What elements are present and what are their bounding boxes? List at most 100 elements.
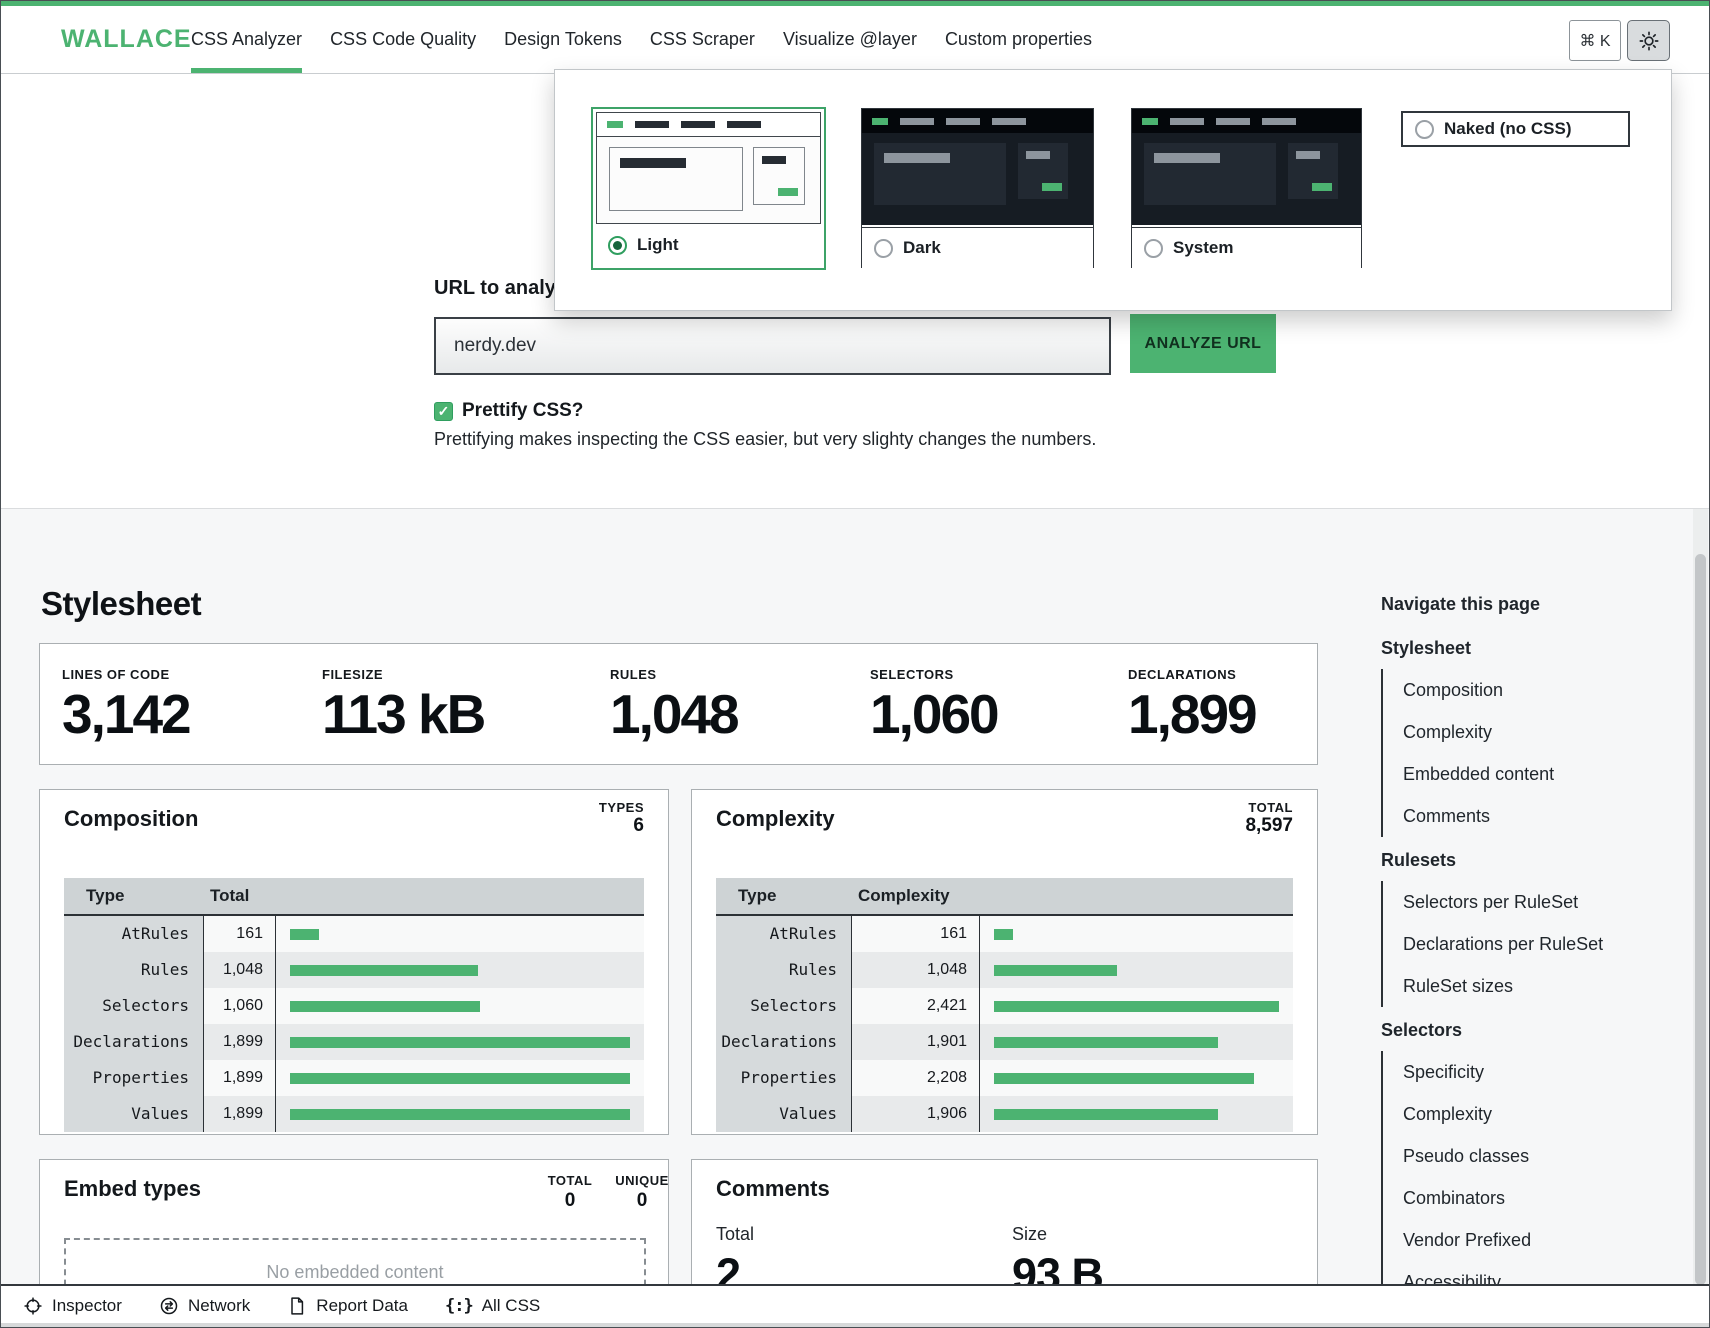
prettify-checkbox[interactable]: ✓ [434,402,453,421]
composition-table-header: Type Total [64,878,644,916]
row-bar [276,916,644,952]
row-bar [276,1096,644,1132]
analyze-url-button[interactable]: ANALYZE URL [1130,314,1276,373]
theme-option-dark[interactable]: Dark [861,108,1094,268]
network-icon [159,1296,179,1316]
light-label: Light [637,235,679,255]
sun-icon [1638,30,1660,52]
tab-css-scraper[interactable]: CSS Scraper [650,6,755,73]
page-nav-link[interactable]: Comments [1403,795,1681,837]
wallace-logo[interactable]: WALLACE [61,6,192,73]
row-value: 2,208 [852,1060,980,1096]
system-radio[interactable] [1144,239,1163,258]
preview-nav-chip [1216,118,1250,125]
page-nav-link[interactable]: Composition [1403,669,1681,711]
page-nav-link[interactable]: Complexity [1403,711,1681,753]
value-bar [290,1037,630,1048]
tab-visualize-layer[interactable]: Visualize @layer [783,6,917,73]
preview-navbar [862,109,1093,133]
theme-picker-panel: Light Dark [554,69,1672,311]
preview-nav-chip [727,121,761,128]
report-section: Stylesheet LINES OF CODE 3,142 FILESIZE … [1,508,1710,1285]
row-type: Declarations [64,1024,204,1060]
page-nav-link[interactable]: Combinators [1403,1177,1681,1219]
preview-logo-chip [1142,118,1158,125]
preview-navbar [597,113,820,137]
row-bar [980,1096,1293,1132]
preview-nav-chip [1170,118,1204,125]
row-value: 1,899 [204,1096,276,1132]
naked-radio[interactable] [1415,120,1434,139]
tab-design-tokens[interactable]: Design Tokens [504,6,622,73]
theme-option-light[interactable]: Light [591,107,826,270]
toolbar-network-label: Network [188,1296,250,1316]
value-bar [994,929,1013,940]
table-row: Values1,906 [716,1096,1293,1132]
toolbar-all-css-label: All CSS [482,1296,541,1316]
page-nav-link[interactable]: Accessibility [1403,1261,1681,1285]
row-value: 1,906 [852,1096,980,1132]
value-bar [994,1037,1218,1048]
url-input[interactable] [434,317,1111,375]
row-bar [276,952,644,988]
preview-nav-chip [992,118,1026,125]
tab-css-analyzer[interactable]: CSS Analyzer [191,6,302,73]
row-type: Values [64,1096,204,1132]
tab-custom-properties[interactable]: Custom properties [945,6,1092,73]
theme-toggle-button[interactable] [1627,20,1670,61]
light-radio[interactable] [608,236,627,255]
preview-logo-chip [607,121,623,128]
row-bar [980,952,1293,988]
row-type: AtRules [64,916,204,952]
page-nav-group-label: Selectors [1381,1009,1681,1051]
table-row: Declarations1,899 [64,1024,644,1060]
page-nav-list: SpecificityComplexityPseudo classesCombi… [1381,1051,1681,1285]
page-nav-link[interactable]: Selectors per RuleSet [1403,881,1681,923]
table-row: Rules1,048 [716,952,1293,988]
complexity-card: Complexity TOTAL 8,597 Type Complexity A… [691,789,1318,1135]
toolbar-network[interactable]: Network [159,1296,250,1316]
system-label: System [1173,238,1233,258]
scrollbar-thumb[interactable] [1695,554,1706,1285]
inspector-toolbar: Inspector Network Report Data {:} [1,1284,1710,1325]
toolbar-all-css[interactable]: {:} All CSS [445,1296,540,1316]
toolbar-inspector[interactable]: Inspector [23,1296,122,1316]
toolbar-report-data[interactable]: Report Data [287,1296,408,1316]
dark-label: Dark [903,238,941,258]
page-nav-link[interactable]: Pseudo classes [1403,1135,1681,1177]
row-type: Rules [716,952,852,988]
header: WALLACE CSS Analyzer CSS Code Quality De… [1,6,1709,74]
complexity-title: Complexity [716,806,835,832]
value-bar [994,1073,1254,1084]
toolbar-inspector-label: Inspector [52,1296,122,1316]
row-value: 1,048 [852,952,980,988]
row-type: Properties [716,1060,852,1096]
row-value: 1,901 [852,1024,980,1060]
page-nav-list: Selectors per RuleSetDeclarations per Ru… [1381,881,1681,1007]
theme-option-system[interactable]: System [1131,108,1362,268]
table-row: Values1,899 [64,1096,644,1132]
preview-nav-chip [946,118,980,125]
page-nav-link[interactable]: Embedded content [1403,753,1681,795]
page-nav-title: Navigate this page [1381,583,1681,625]
command-palette-button[interactable]: ⌘ K [1569,20,1621,61]
table-row: Selectors1,060 [64,988,644,1024]
complexity-meta: TOTAL 8,597 [1245,800,1293,837]
comments-size: Size 93 B [1012,1224,1103,1285]
tab-css-code-quality[interactable]: CSS Code Quality [330,6,476,73]
page-nav-link[interactable]: RuleSet sizes [1403,965,1681,1007]
page-nav-link[interactable]: Declarations per RuleSet [1403,923,1681,965]
theme-option-naked[interactable]: Naked (no CSS) [1401,111,1630,147]
page-nav-list: CompositionComplexityEmbedded contentCom… [1381,669,1681,837]
table-row: Declarations1,901 [716,1024,1293,1060]
page-nav-link[interactable]: Complexity [1403,1093,1681,1135]
complexity-table: Type Complexity AtRules161Rules1,048Sele… [716,878,1293,1132]
preview-body [597,137,820,223]
prettify-label: Prettify CSS? [462,400,583,422]
row-type: Properties [64,1060,204,1096]
page-nav-link[interactable]: Specificity [1403,1051,1681,1093]
row-bar [980,988,1293,1024]
dark-radio[interactable] [874,239,893,258]
page-nav-link[interactable]: Vendor Prefixed [1403,1219,1681,1261]
value-bar [290,1073,630,1084]
